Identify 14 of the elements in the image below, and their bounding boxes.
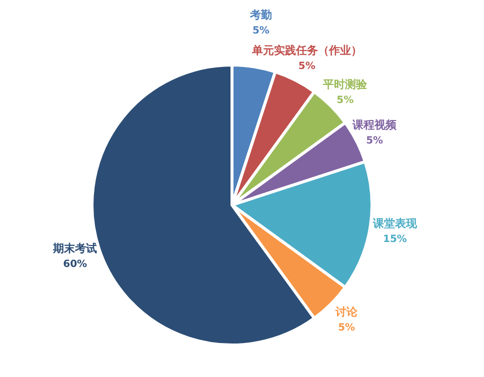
slice-label: 单元实践任务（作业） — [250, 44, 362, 57]
slice-label: 课程视频 — [352, 118, 398, 132]
data-label: 60% — [63, 258, 88, 270]
slice-label: 平时测验 — [322, 78, 368, 91]
slice-label: 期末考试 — [52, 242, 98, 255]
data-label: 5% — [338, 322, 356, 334]
data-label: 5% — [298, 60, 316, 72]
data-label: 5% — [252, 25, 270, 36]
slice-label: 课堂表现 — [372, 216, 418, 230]
slice-label: 讨论 — [334, 306, 359, 319]
data-label: 15% — [383, 234, 407, 245]
data-label: 5% — [366, 135, 384, 146]
slice-label: 考勤 — [248, 8, 272, 22]
data-label: 5% — [336, 94, 354, 106]
